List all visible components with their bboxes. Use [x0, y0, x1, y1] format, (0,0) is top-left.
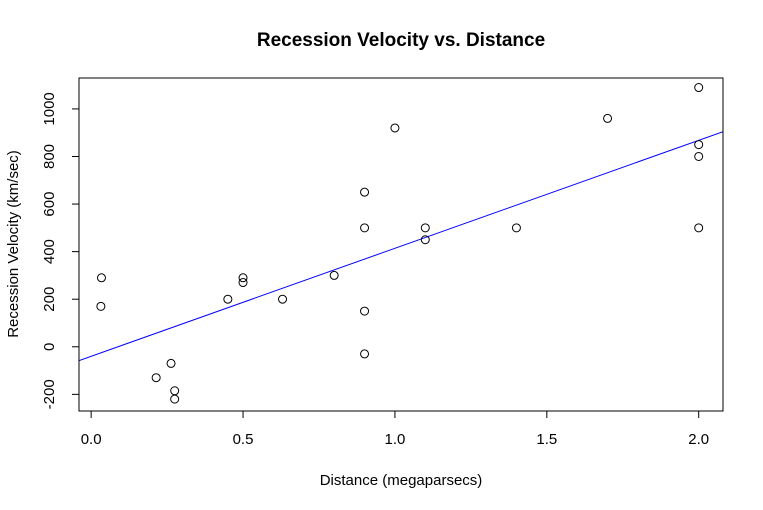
y-tick-label: 400 — [41, 239, 58, 264]
data-point — [511, 223, 521, 233]
data-point — [360, 223, 370, 233]
y-axis: -200 0 200 400 600 800 1000 — [41, 92, 80, 409]
data-point — [360, 349, 370, 359]
data-point — [420, 235, 430, 245]
data-point — [694, 83, 704, 93]
data-point — [151, 373, 161, 383]
data-point — [278, 294, 288, 304]
chart-title: Recession Velocity vs. Distance — [257, 30, 545, 51]
data-point — [420, 223, 430, 233]
data-point — [223, 294, 233, 304]
data-point — [166, 358, 176, 368]
data-point — [390, 123, 400, 133]
data-point — [238, 278, 248, 288]
plot-frame — [78, 77, 724, 412]
data-point — [694, 140, 704, 150]
plot-area — [79, 83, 723, 404]
data-point — [170, 386, 180, 396]
data-point — [170, 394, 180, 404]
y-tick-label: 600 — [41, 192, 58, 217]
x-tick-label: 1.5 — [536, 431, 557, 448]
data-point — [360, 187, 370, 197]
y-tick-label: -200 — [41, 379, 58, 409]
y-tick-label: 200 — [41, 287, 58, 312]
data-point — [694, 223, 704, 233]
x-tick-label: 0.0 — [81, 431, 102, 448]
data-point — [96, 301, 106, 311]
x-tick-label: 2.0 — [688, 431, 709, 448]
data-point — [238, 273, 248, 283]
x-tick-label: 1.0 — [384, 431, 405, 448]
y-tick-label: 0 — [41, 343, 58, 351]
x-tick-label: 0.5 — [233, 431, 254, 448]
data-point — [694, 151, 704, 161]
x-axis: 0.0 0.5 1.0 1.5 2.0 — [81, 410, 709, 448]
data-point — [360, 306, 370, 316]
data-point — [329, 270, 339, 280]
y-axis-label: Recession Velocity (km/sec) — [5, 150, 22, 338]
data-point — [96, 273, 106, 283]
regression-line — [79, 131, 723, 362]
y-tick-label: 1000 — [41, 92, 58, 125]
data-point — [603, 113, 613, 123]
y-tick-label: 800 — [41, 144, 58, 169]
x-axis-label: Distance (megaparsecs) — [320, 472, 483, 489]
